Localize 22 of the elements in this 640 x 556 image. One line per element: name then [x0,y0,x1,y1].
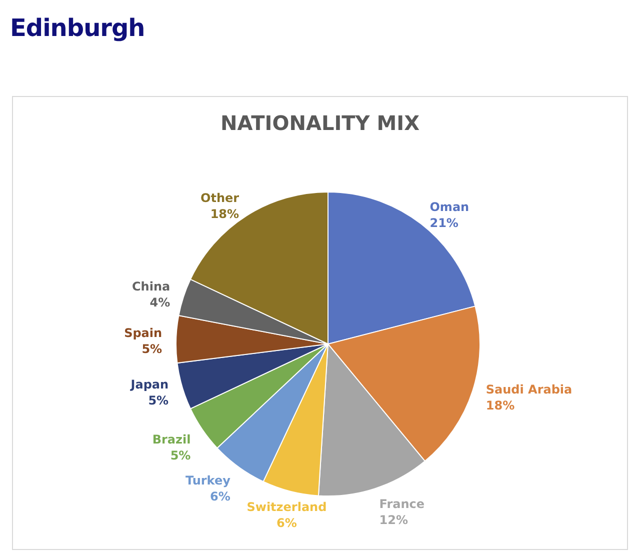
chart-title: NATIONALITY MIX [219,111,420,135]
data-label: 4% [150,296,170,310]
data-label: 18% [210,206,240,221]
slice-label: Japan [130,377,169,392]
slice-label: Oman [430,200,470,214]
slice-label: China [132,280,170,294]
slice-label: Saudi Arabia [486,382,572,396]
slice-label: Brazil [152,432,191,446]
data-label: 5% [142,342,162,356]
slice-label: Spain [124,326,162,340]
slice-label: Turkey [185,473,231,488]
data-label: 5% [148,393,169,408]
data-label: 12% [379,512,408,527]
data-label: 18% [486,398,515,412]
slice-label: Other [200,190,240,205]
data-label: 6% [210,489,230,504]
data-label: 5% [170,448,191,462]
slice-label: France [379,496,425,511]
data-label: 6% [276,516,297,530]
data-label: 21% [430,216,458,230]
slice-label: Switzerland [246,500,327,514]
text: Edinburgh [10,14,145,42]
